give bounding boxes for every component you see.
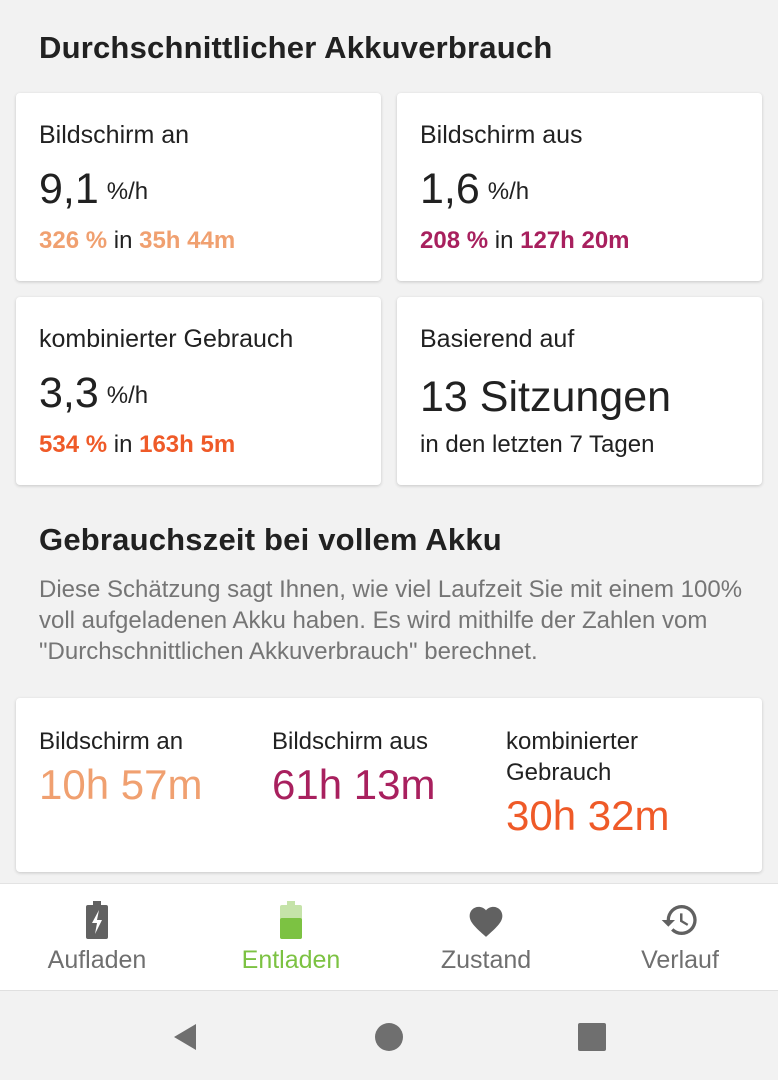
nav-label: Zustand: [440, 946, 532, 974]
bottom-navigation: Aufladen Entladen Zustand Verlauf: [0, 883, 778, 990]
usage-detail: 534 % in 163h 5m: [39, 431, 236, 458]
card-label: kombinierter Gebrauch: [39, 325, 294, 353]
estimates-card: Bildschirm an 10h 57m Bildschirm aus 61h…: [16, 698, 762, 872]
sessions-card: Basierend auf 13 Sitzungen in den letzte…: [397, 297, 762, 485]
nav-item-entladen[interactable]: Entladen: [194, 884, 388, 991]
usage-detail: 326 % in 35h 44m: [39, 227, 236, 254]
nav-label: Aufladen: [47, 946, 147, 974]
nav-label: Entladen: [241, 946, 341, 974]
estimate-value: 61h 13m: [272, 761, 436, 808]
nav-item-aufladen[interactable]: Aufladen: [0, 884, 194, 991]
usage-detail: 208 % in 127h 20m: [420, 227, 630, 254]
recents-icon[interactable]: [574, 1019, 610, 1055]
combined-usage-card: kombinierter Gebrauch 3,3 %/h 534 % in 16…: [16, 297, 381, 485]
nav-label: Verlauf: [641, 946, 719, 974]
card-label: Bildschirm an: [39, 121, 190, 149]
estimate-label: Bildschirm an: [39, 728, 184, 755]
sessions-period: in den letzten 7 Tagen: [420, 431, 655, 458]
estimate-value: 30h 32m: [506, 792, 670, 839]
system-navigation-bar: [0, 990, 778, 1080]
avg-usage-title: Durchschnittlicher Akkuverbrauch: [39, 30, 553, 65]
usage-time: 127h 20m: [520, 227, 630, 254]
card-label: Bildschirm aus: [420, 121, 583, 149]
screen-off-card: Bildschirm aus 1,6 %/h 208 % in 127h 20m: [397, 93, 762, 281]
battery-discharging-icon: [271, 900, 311, 940]
full-battery-title: Gebrauchszeit bei vollem Akku: [39, 522, 502, 557]
rate-value: 3,3 %/h: [39, 369, 149, 417]
rate-value: 9,1 %/h: [39, 165, 149, 213]
battery-charging-icon: [77, 900, 117, 940]
nav-item-verlauf[interactable]: Verlauf: [583, 884, 777, 991]
estimate-screen-on: Bildschirm an 10h 57m: [39, 726, 259, 809]
usage-percent: 534 %: [39, 431, 108, 458]
estimate-label: kombinierter Gebrauch: [506, 728, 639, 786]
usage-percent: 326 %: [39, 227, 108, 254]
history-icon: [660, 900, 700, 940]
back-icon[interactable]: [167, 1019, 203, 1055]
nav-item-zustand[interactable]: Zustand: [389, 884, 583, 991]
rate-unit: %/h: [487, 178, 530, 205]
rate-unit: %/h: [106, 382, 149, 409]
estimate-combined: kombinierter Gebrauch 30h 32m: [506, 726, 706, 840]
heart-icon: [466, 900, 506, 940]
estimate-screen-off: Bildschirm aus 61h 13m: [272, 726, 492, 809]
home-icon[interactable]: [371, 1019, 407, 1055]
rate-value: 1,6 %/h: [420, 165, 530, 213]
usage-time: 35h 44m: [139, 227, 236, 254]
usage-percent: 208 %: [420, 227, 489, 254]
card-label: Basierend auf: [420, 325, 575, 353]
estimate-value: 10h 57m: [39, 761, 203, 808]
usage-time: 163h 5m: [139, 431, 236, 458]
screen-on-card: Bildschirm an 9,1 %/h 326 % in 35h 44m: [16, 93, 381, 281]
sessions-count: 13 Sitzungen: [420, 373, 672, 421]
rate-unit: %/h: [106, 178, 149, 205]
estimate-label: Bildschirm aus: [272, 728, 429, 755]
full-battery-description: Diese Schätzung sagt Ihnen, wie viel Lau…: [39, 576, 743, 665]
